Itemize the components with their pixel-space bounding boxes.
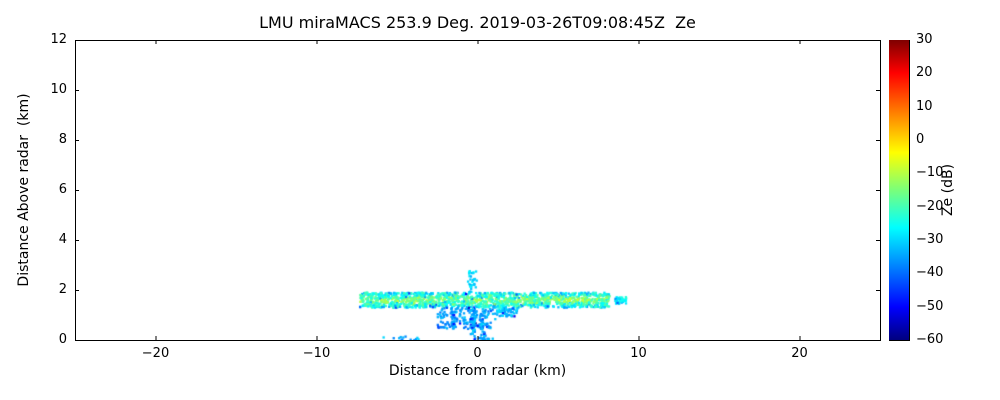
colorbar-tick-label: 30 [916, 32, 933, 47]
y-tick-label: 0 [58, 332, 67, 347]
x-tick-label: 20 [791, 346, 808, 361]
y-axis-label: Distance Above radar (km) [16, 93, 32, 287]
colorbar-tick-label: −30 [916, 232, 944, 247]
colorbar-tick-label: −50 [916, 298, 944, 314]
x-axis-label: Distance from radar (km) [388, 363, 567, 379]
y-tick-label: 10 [50, 82, 67, 97]
colorbar-tick-label: 0 [916, 132, 925, 147]
y-tick-label: 6 [58, 182, 67, 197]
radar-echo-heatmap [75, 40, 880, 340]
x-tick-label: 10 [630, 346, 647, 361]
y-tick-label: 8 [58, 132, 67, 147]
x-tick-label: −10 [302, 346, 331, 361]
colorbar-tick-label: −60 [916, 332, 944, 347]
colorbar-tick-label: −40 [916, 265, 944, 281]
y-tick-label: 2 [58, 282, 67, 297]
colorbar-gradient [889, 40, 909, 340]
colorbar-tick-label: 10 [916, 98, 933, 114]
colorbar-tick-label: −20 [916, 198, 944, 214]
x-tick-label: 0 [473, 346, 482, 361]
colorbar-tick-label: 20 [916, 65, 933, 81]
x-tick-label: −20 [141, 346, 170, 361]
y-tick-label: 4 [58, 232, 67, 247]
y-tick-label: 12 [50, 32, 67, 47]
colorbar-tick-label: −10 [916, 165, 944, 181]
chart-title: LMU miraMACS 253.9 Deg. 2019-03-26T09:08… [259, 13, 696, 32]
